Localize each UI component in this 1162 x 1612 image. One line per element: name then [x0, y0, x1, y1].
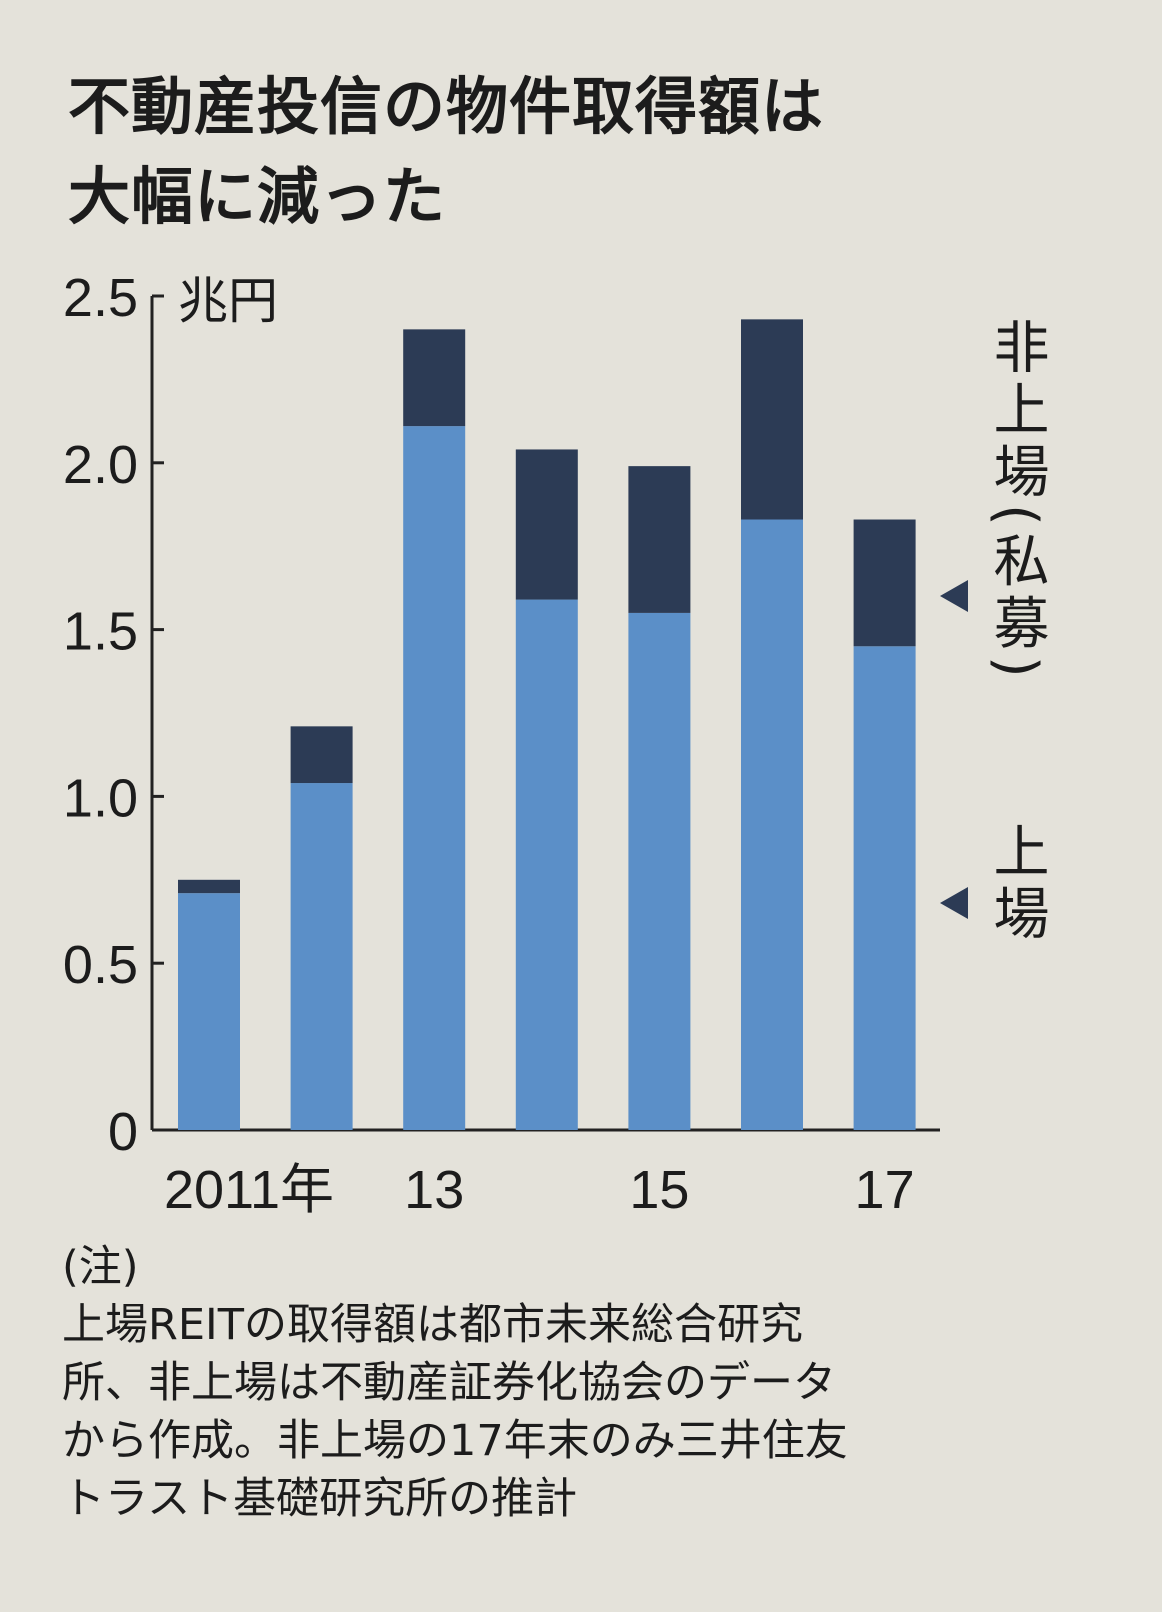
y-tick-label: 1.0: [63, 768, 138, 828]
bar-private-2011: [178, 879, 240, 894]
y-tick-label: 2.5: [63, 268, 138, 328]
bar-listed-2017: [853, 646, 916, 1130]
legend-listed-label: 上場: [984, 822, 1049, 946]
bar-private-2017: [853, 519, 916, 647]
stacked-bar-chart: 0 0.5 1.0 1.5 2.0 2.5 兆円 2011年 13 15 17: [63, 268, 968, 1220]
chart-title: 不動産投信の物件取得額は 大幅に減った: [68, 62, 824, 242]
legend-private-marker-icon: [940, 580, 968, 612]
bar-listed-2015: [628, 612, 691, 1130]
x-tick-label: 13: [404, 1160, 464, 1220]
legend-listed-marker-icon: [940, 887, 968, 919]
x-tick-label: 15: [629, 1160, 689, 1220]
note-line: 上場REITの取得額は都市未来総合研究: [62, 1300, 803, 1350]
bar-listed-2011: [178, 893, 240, 1130]
note-line: トラスト基礎研究所の推計: [62, 1474, 578, 1524]
bar-listed-2014: [515, 599, 578, 1130]
y-tick-label: 0.5: [63, 935, 138, 995]
bar-private-2015: [628, 466, 691, 613]
bar-listed-2013: [403, 426, 466, 1130]
x-tick-label: 2011年: [164, 1160, 334, 1220]
bar-listed-2016: [741, 519, 803, 1130]
chart-note: (注) 上場REITの取得額は都市未来総合研究 所、非上場は不動産証券化協会のデ…: [62, 1238, 1142, 1528]
bar-private-2016: [741, 319, 803, 520]
y-unit-label: 兆円: [178, 272, 278, 330]
x-tick-label: 17: [855, 1160, 915, 1220]
note-line: から作成。非上場の17年末のみ三井住友: [62, 1416, 848, 1466]
bar-private-2012: [290, 726, 353, 784]
note-heading: (注): [62, 1242, 139, 1292]
note-line: 所、非上場は不動産証券化協会のデータ: [62, 1358, 836, 1408]
y-tick-label: 0: [108, 1102, 138, 1162]
bar-private-2014: [515, 449, 578, 600]
y-tick-label: 2.0: [63, 435, 138, 495]
title-line-2: 大幅に減った: [68, 160, 447, 233]
y-tick-label: 1.5: [63, 602, 138, 662]
legend-private-label: 非上場(私募): [984, 318, 1049, 684]
title-line-1: 不動産投信の物件取得額は: [68, 70, 825, 143]
bar-private-2013: [403, 329, 466, 427]
bar-listed-2012: [290, 783, 353, 1130]
